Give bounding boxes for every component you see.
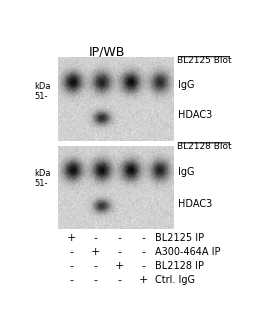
Text: -: - [93, 275, 98, 285]
Text: A300-464A IP: A300-464A IP [155, 247, 220, 257]
Text: +: + [138, 275, 148, 285]
Text: HDAC3: HDAC3 [178, 199, 212, 209]
Text: 51-: 51- [34, 179, 47, 189]
Text: BL2128 Blot: BL2128 Blot [177, 142, 231, 151]
Text: +: + [115, 261, 124, 271]
Text: 51-: 51- [34, 92, 47, 101]
Text: BL2125 Blot: BL2125 Blot [177, 56, 231, 65]
Text: -: - [141, 261, 145, 271]
Text: -: - [93, 233, 98, 243]
Text: -: - [70, 261, 74, 271]
Text: -: - [93, 261, 98, 271]
Text: -: - [141, 233, 145, 243]
Text: -: - [117, 247, 121, 257]
Text: IP/WB: IP/WB [89, 46, 126, 59]
Text: +: + [67, 233, 76, 243]
Text: -: - [70, 247, 74, 257]
Text: +: + [91, 247, 100, 257]
Text: BL2128 IP: BL2128 IP [155, 261, 204, 271]
Text: HDAC3: HDAC3 [178, 111, 212, 120]
Text: -: - [117, 275, 121, 285]
Text: IgG: IgG [178, 167, 194, 177]
Text: -: - [117, 233, 121, 243]
Text: -: - [141, 247, 145, 257]
Text: -: - [70, 275, 74, 285]
Text: BL2125 IP: BL2125 IP [155, 233, 204, 243]
Text: kDa: kDa [34, 169, 50, 178]
Text: kDa: kDa [34, 82, 50, 91]
Text: Ctrl. IgG: Ctrl. IgG [155, 275, 195, 285]
Text: IgG: IgG [178, 80, 194, 90]
